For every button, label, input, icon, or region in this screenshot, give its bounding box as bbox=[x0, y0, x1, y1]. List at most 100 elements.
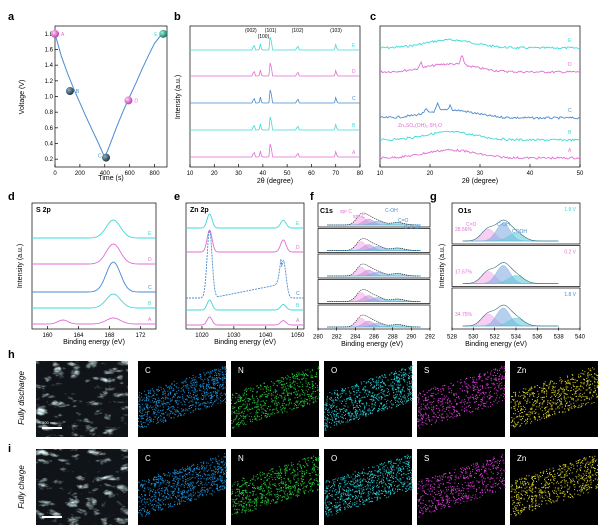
map-dot bbox=[189, 477, 191, 479]
map-dot bbox=[160, 415, 162, 417]
map-dot bbox=[461, 399, 463, 401]
map-dot bbox=[154, 406, 156, 408]
map-dot bbox=[150, 392, 152, 394]
map-dot bbox=[553, 402, 554, 404]
map-dot bbox=[370, 385, 372, 387]
map-dot bbox=[350, 415, 352, 417]
map-dot bbox=[578, 406, 580, 408]
map-dot bbox=[581, 396, 582, 398]
map-dot bbox=[179, 396, 181, 398]
map-dot bbox=[336, 394, 338, 396]
map-dot bbox=[178, 478, 180, 480]
map-dot bbox=[304, 398, 306, 400]
map-dot bbox=[172, 491, 174, 493]
map-dot bbox=[255, 402, 257, 404]
map-dot bbox=[148, 481, 150, 483]
map-dot bbox=[456, 397, 458, 399]
map-dot bbox=[205, 402, 206, 404]
map-dot bbox=[225, 461, 227, 463]
map-dot bbox=[312, 398, 314, 400]
map-dot bbox=[525, 408, 527, 410]
map-dot bbox=[560, 403, 561, 405]
map-dot bbox=[528, 390, 530, 392]
map-dot bbox=[198, 408, 200, 410]
map-dot bbox=[184, 410, 186, 412]
map-dot bbox=[244, 510, 246, 512]
map-dot bbox=[261, 405, 263, 407]
map-dot bbox=[181, 475, 183, 477]
map-dot bbox=[169, 413, 171, 415]
map-dot bbox=[138, 489, 139, 491]
map-dot bbox=[213, 384, 215, 386]
map-dot bbox=[347, 387, 349, 389]
map-dot bbox=[194, 396, 195, 398]
map-dot bbox=[395, 402, 396, 403]
map-dot bbox=[271, 474, 273, 476]
map-dot bbox=[157, 421, 159, 423]
map-dot bbox=[283, 481, 285, 483]
map-dot bbox=[565, 387, 567, 389]
map-dot bbox=[298, 374, 300, 376]
map-dot bbox=[154, 483, 156, 485]
map-dot bbox=[286, 470, 288, 472]
map-dot bbox=[292, 374, 293, 376]
map-dot bbox=[172, 390, 174, 392]
map-dot bbox=[197, 408, 199, 410]
map-dot bbox=[158, 412, 160, 413]
map-dot bbox=[177, 482, 179, 484]
map-dot bbox=[275, 391, 277, 393]
map-dot bbox=[375, 387, 377, 389]
map-dot bbox=[371, 395, 373, 397]
map-dot bbox=[191, 389, 193, 391]
map-dot bbox=[256, 391, 258, 393]
map-dot bbox=[214, 478, 216, 480]
map-dot bbox=[274, 473, 276, 475]
map-dot bbox=[266, 480, 268, 481]
map-dot bbox=[312, 396, 314, 398]
map-n bbox=[231, 449, 319, 525]
map-dot bbox=[158, 386, 160, 388]
map-dot bbox=[454, 406, 456, 408]
map-dot bbox=[206, 465, 208, 467]
map-dot bbox=[182, 477, 184, 479]
map-dot bbox=[324, 419, 326, 421]
map-dot bbox=[378, 387, 380, 389]
map-dot bbox=[222, 479, 223, 481]
map-dot bbox=[382, 406, 384, 408]
map-dot bbox=[203, 470, 205, 472]
map-dot bbox=[254, 415, 256, 417]
map-dot bbox=[527, 414, 529, 416]
map-dot bbox=[418, 398, 420, 400]
map-dot bbox=[219, 486, 221, 488]
map-dot bbox=[281, 392, 283, 394]
map-dot bbox=[409, 392, 411, 393]
map-dot bbox=[190, 404, 192, 406]
map-dot bbox=[336, 390, 338, 391]
map-dot bbox=[182, 475, 184, 477]
map-dot bbox=[141, 393, 142, 394]
map-dot bbox=[547, 411, 549, 412]
map-dot bbox=[216, 485, 218, 487]
map-dot bbox=[159, 504, 161, 506]
map-dot bbox=[520, 410, 522, 411]
map-dot bbox=[183, 500, 185, 502]
map-dot bbox=[546, 416, 548, 418]
map-dot bbox=[243, 506, 245, 508]
map-dot bbox=[311, 370, 313, 372]
map-dot bbox=[380, 403, 382, 405]
map-dot bbox=[523, 415, 524, 417]
map-dot bbox=[174, 469, 175, 471]
map-dot bbox=[207, 462, 209, 464]
map-dot bbox=[257, 406, 259, 408]
map-dot bbox=[206, 474, 208, 476]
panel-a-xtick-label: 400 bbox=[100, 171, 111, 177]
map-dot bbox=[285, 481, 287, 483]
map-dot bbox=[243, 492, 245, 494]
map-dot bbox=[363, 381, 365, 382]
map-dot bbox=[391, 388, 393, 390]
map-dot bbox=[469, 386, 471, 388]
panel-c-curve-label: B bbox=[568, 130, 572, 136]
map-dot bbox=[300, 478, 302, 479]
map-dot bbox=[486, 384, 488, 386]
map-dot bbox=[297, 469, 299, 470]
